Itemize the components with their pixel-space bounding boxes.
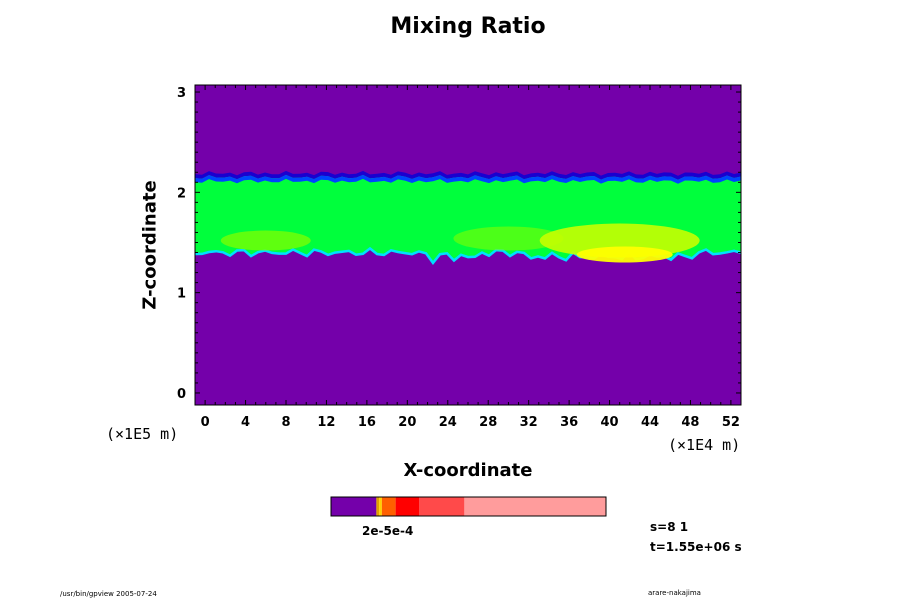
x-tick-label: 12 [317, 415, 335, 430]
y-tick-label: 3 [177, 86, 186, 101]
y-tick-label: 1 [177, 287, 186, 302]
mixing-ratio-field [194, 85, 742, 405]
x-axis-label: X-coordinate [403, 460, 533, 481]
colorbar-bin [331, 497, 377, 516]
x-tick-label: 4 [241, 415, 250, 430]
x-tick-label: 16 [358, 415, 376, 430]
colorbar-label: 2e-5e-4 [362, 524, 414, 538]
colorbar-bin [419, 497, 465, 516]
y-tick-label: 2 [177, 186, 186, 201]
y-axis-label: Z-coordinate [139, 180, 161, 310]
x-tick-label: 48 [681, 415, 699, 430]
warm-region [539, 223, 700, 258]
x-tick-label: 0 [201, 415, 210, 430]
x-tick-label: 24 [439, 415, 457, 430]
y-axis-unit: (×1E5 m) [106, 425, 179, 443]
hot-region [576, 246, 673, 263]
x-tick-label: 52 [722, 415, 740, 430]
x-axis-unit: (×1E4 m) [668, 436, 741, 454]
x-tick-label: 8 [281, 415, 290, 430]
colorbar-bin [395, 497, 419, 516]
colorbar [330, 496, 607, 517]
x-tick-label: 36 [560, 415, 578, 430]
light-patch-left [220, 230, 311, 251]
x-tick-label: 32 [520, 415, 538, 430]
colorbar-bin [379, 497, 382, 516]
position-info: s=8 1 [650, 520, 689, 534]
y-axis: 0 1 2 3 [177, 86, 741, 402]
colorbar-bin [464, 497, 606, 516]
colorbar-bin [381, 497, 396, 516]
x-tick-label: 40 [601, 415, 619, 430]
time-info: t=1.55e+06 s [650, 540, 742, 554]
layer-top-edge [195, 174, 741, 184]
colorbar-frame [330, 496, 607, 517]
light-patch-mid [453, 226, 564, 251]
x-tick-label: 44 [641, 415, 659, 430]
y-tick-label: 0 [177, 387, 186, 402]
x-tick-label: 28 [479, 415, 497, 430]
footer-command: /usr/bin/gpview 2005-07-24 [60, 590, 157, 598]
footer-author: arare-nakajima [648, 589, 701, 597]
x-axis: 0 4 8 12 16 20 24 28 32 36 40 44 48 52 [201, 85, 740, 430]
chart-title: Mixing Ratio [390, 14, 546, 39]
colorbar-bin [376, 497, 380, 516]
x-tick-label: 20 [398, 415, 416, 430]
